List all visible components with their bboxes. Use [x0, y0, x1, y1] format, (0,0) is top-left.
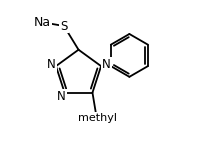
- Text: methyl: methyl: [78, 113, 117, 123]
- Text: N: N: [57, 90, 66, 103]
- Text: S: S: [60, 20, 68, 32]
- Text: Na: Na: [34, 16, 51, 29]
- Text: N: N: [47, 58, 56, 71]
- Text: N: N: [102, 58, 111, 71]
